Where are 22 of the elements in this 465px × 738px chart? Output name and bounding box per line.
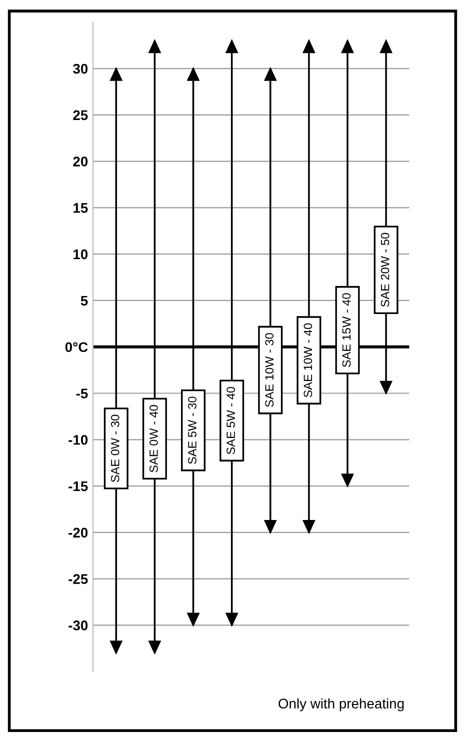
y-tick-label: 5 [80, 296, 88, 306]
x-tick-label: SAE 10W - 40 [304, 323, 312, 398]
y-tick-label: -20 [68, 528, 88, 538]
x-tick-label: SAE 5W - 30 [188, 396, 196, 464]
x-tick-label: SAE 20W - 50 [380, 232, 390, 307]
y-tick-label: -5 [76, 388, 88, 398]
y-tick-label: 10 [74, 249, 88, 260]
y-tick-label: 20 [73, 156, 88, 166]
x-tick-label: SAE 10W - 30 [265, 333, 274, 407]
y-tick-label: -10 [68, 434, 88, 445]
y-tick-label: 0°C [65, 342, 88, 352]
y-tick-label: -25 [68, 574, 88, 584]
y-tick-label: -15 [68, 482, 88, 492]
x-tick-label: SAE 0W - 30 [110, 414, 120, 482]
text: Only with preheating [278, 698, 404, 712]
x-tick-label: SAE 0W - 40 [150, 405, 158, 472]
y-tick-label: -30 [68, 620, 88, 630]
y-tick-label: 30 [73, 64, 88, 74]
x-tick-label: SAE 5W - 40 [226, 386, 235, 454]
y-tick-label: 15 [74, 203, 88, 213]
y-tick-label: 25 [73, 110, 88, 120]
x-tick-label: SAE 15W - 40 [342, 293, 351, 368]
